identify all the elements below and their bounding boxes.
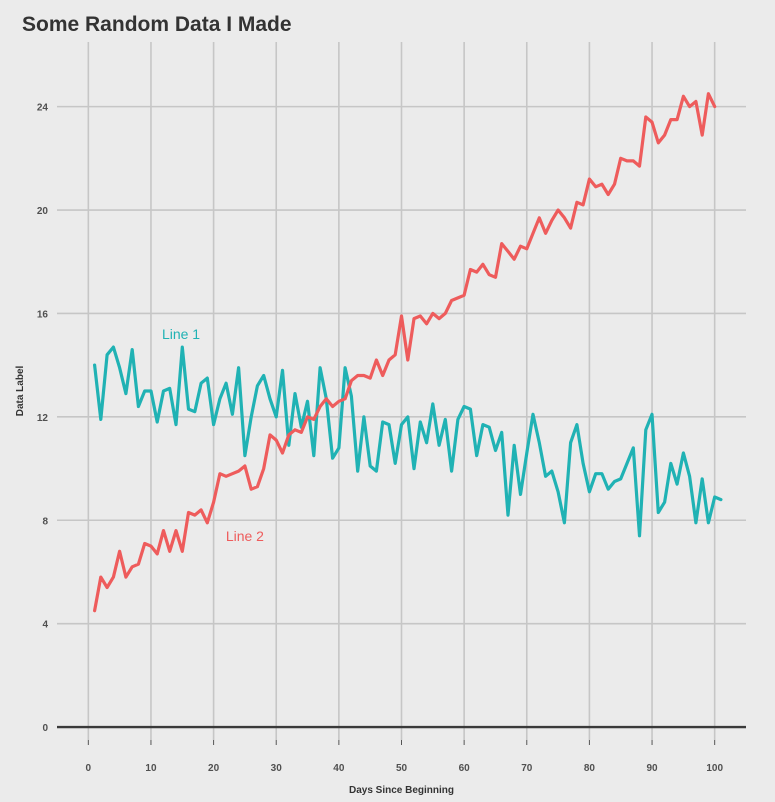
y-tick-label: 0 <box>42 723 48 734</box>
y-tick-label: 24 <box>37 103 49 114</box>
y-tick-label: 12 <box>37 413 49 424</box>
x-axis-title: Days Since Beginning <box>349 785 454 796</box>
y-tick-label: 20 <box>37 206 49 217</box>
x-tick-label: 30 <box>271 763 283 774</box>
x-tick-label: 80 <box>584 763 596 774</box>
series-label-1: Line 1 <box>162 326 200 342</box>
x-tick-label: 90 <box>646 763 658 774</box>
x-tick-label: 20 <box>208 763 220 774</box>
series-label-2: Line 2 <box>226 528 264 544</box>
chart-title: Some Random Data I Made <box>22 13 292 36</box>
y-axis-title: Data Label <box>15 365 26 416</box>
x-tick-label: 0 <box>86 763 92 774</box>
series-line-2 <box>92 92 717 613</box>
series-lines <box>92 92 723 613</box>
y-tick-label: 16 <box>37 309 49 320</box>
x-tick-label: 60 <box>459 763 471 774</box>
x-tick-label: 10 <box>145 763 157 774</box>
series-line-1 <box>92 345 723 538</box>
grid-lines <box>57 42 746 740</box>
axis-ticks: 0 10 20 30 40 50 60 70 80 90 100 0 4 8 12 16 20 24 <box>37 103 724 774</box>
x-tick-label: 100 <box>706 763 723 774</box>
x-tick-label: 70 <box>521 763 533 774</box>
y-tick-label: 4 <box>42 620 48 631</box>
x-tick-label: 50 <box>396 763 408 774</box>
x-tick-label: 40 <box>333 763 345 774</box>
series-labels: Line 1 Line 2 <box>162 326 264 544</box>
y-tick-label: 8 <box>42 516 48 527</box>
